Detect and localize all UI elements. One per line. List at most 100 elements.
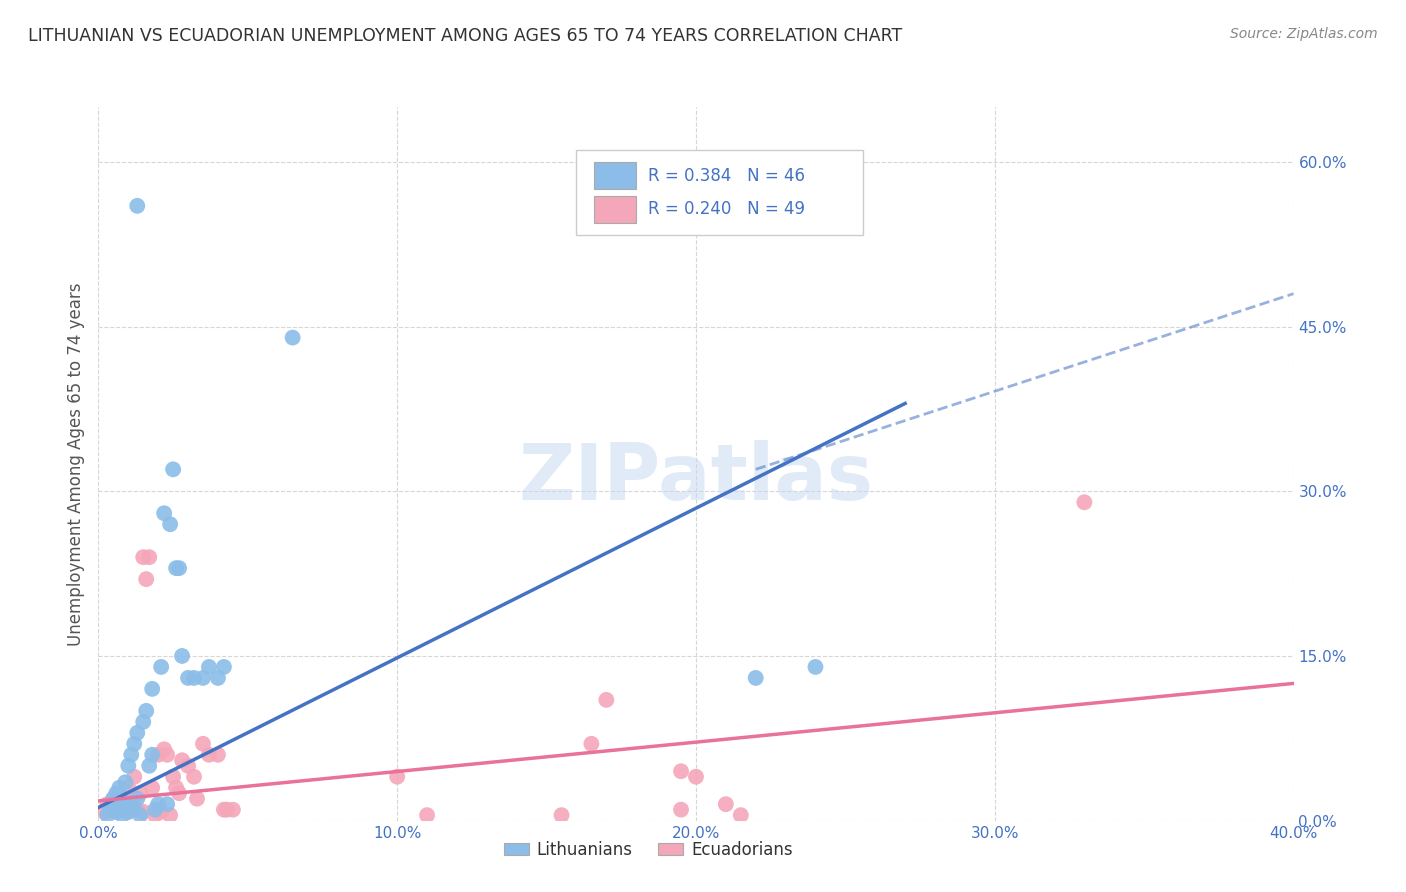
Point [135,704,157,718]
Point [153,506,176,520]
Point [124,770,146,784]
Point [98,803,122,817]
Point [385,770,409,784]
Point [153,742,176,756]
Point [150,660,173,674]
Point [156,747,179,762]
Point [162,462,184,476]
Point [114,800,136,814]
Point [730,808,752,822]
Text: R = 0.384   N = 46: R = 0.384 N = 46 [648,167,806,185]
Point [111,808,134,822]
Point [129,786,152,800]
Point [103,791,125,805]
Point [143,803,166,817]
Point [117,758,139,772]
Point [120,797,142,812]
Point [138,758,160,772]
Point [114,775,136,789]
Y-axis label: Unemployment Among Ages 65 to 74 years: Unemployment Among Ages 65 to 74 years [66,282,84,646]
Point [745,671,768,685]
Point [103,791,125,805]
Point [114,791,136,805]
Point [595,693,617,707]
Point [132,550,155,565]
Point [117,805,139,819]
Point [108,797,131,812]
Point [191,671,214,685]
Point [127,199,149,213]
Point [191,737,214,751]
Point [124,803,146,817]
Point [141,681,163,696]
Point [111,803,134,817]
Point [172,648,194,663]
Point [159,808,181,822]
Point [669,803,692,817]
Point [714,797,737,812]
Legend: Lithuanians, Ecuadorians: Lithuanians, Ecuadorians [496,835,800,866]
Point [212,803,235,817]
Point [105,786,128,800]
Point [183,671,205,685]
Point [1073,495,1095,509]
Point [105,805,128,819]
Point [127,803,149,817]
Point [167,561,190,575]
Point [150,805,173,819]
Point [167,786,190,800]
Text: LITHUANIAN VS ECUADORIAN UNEMPLOYMENT AMONG AGES 65 TO 74 YEARS CORRELATION CHAR: LITHUANIAN VS ECUADORIAN UNEMPLOYMENT AM… [28,27,903,45]
Point [111,791,134,805]
Point [177,671,200,685]
Point [105,805,128,819]
Point [120,797,142,812]
Point [148,747,170,762]
Point [141,747,163,762]
Text: Source: ZipAtlas.com: Source: ZipAtlas.com [1230,27,1378,41]
Point [165,780,187,795]
Text: R = 0.240   N = 49: R = 0.240 N = 49 [648,200,806,218]
Point [162,770,184,784]
Point [156,797,179,812]
Point [281,330,304,344]
Point [108,780,131,795]
Point [132,805,155,819]
Point [222,803,245,817]
Point [117,780,139,795]
Point [215,803,238,817]
Point [186,791,208,805]
Point [198,660,221,674]
Point [581,737,603,751]
Point [172,753,194,767]
Point [165,561,187,575]
Text: ZIPatlas: ZIPatlas [519,440,873,516]
Point [103,797,125,812]
Point [96,808,118,822]
Point [183,770,205,784]
Point [212,660,235,674]
Point [804,660,827,674]
Point [141,780,163,795]
Point [198,747,221,762]
Point [117,805,139,819]
Point [108,803,131,817]
Point [159,517,181,532]
Point [207,671,229,685]
Point [177,758,200,772]
Point [148,797,170,812]
Point [685,770,707,784]
FancyBboxPatch shape [595,195,637,223]
Point [129,808,152,822]
Point [132,714,155,729]
FancyBboxPatch shape [576,150,863,235]
Point [124,737,146,751]
Point [98,803,122,817]
Point [207,747,229,762]
Point [127,791,149,805]
Point [669,764,692,779]
Point [93,805,115,819]
Point [135,572,157,586]
Point [96,797,118,812]
Point [138,550,160,565]
FancyBboxPatch shape [595,162,637,189]
